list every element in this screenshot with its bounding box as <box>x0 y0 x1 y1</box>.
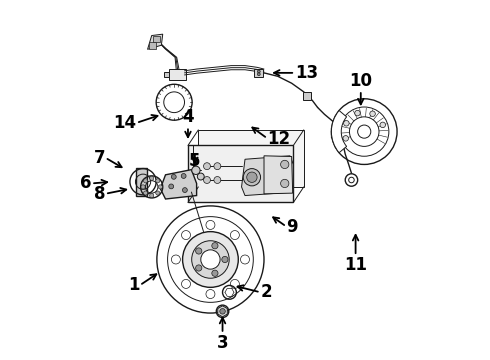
Text: 9: 9 <box>287 218 298 236</box>
Circle shape <box>247 172 257 183</box>
Polygon shape <box>153 36 160 42</box>
Circle shape <box>141 185 145 189</box>
Circle shape <box>169 184 173 189</box>
Polygon shape <box>218 306 227 317</box>
Circle shape <box>343 121 349 126</box>
Polygon shape <box>136 168 147 195</box>
Text: 3: 3 <box>217 334 228 352</box>
Circle shape <box>203 163 210 170</box>
Circle shape <box>257 70 260 73</box>
Circle shape <box>156 179 160 183</box>
Text: 8: 8 <box>94 185 105 203</box>
Text: 4: 4 <box>182 108 194 126</box>
Polygon shape <box>303 92 311 100</box>
Circle shape <box>212 243 218 249</box>
Circle shape <box>181 174 186 179</box>
Text: 1: 1 <box>128 276 140 294</box>
Polygon shape <box>198 130 304 187</box>
Circle shape <box>197 173 204 180</box>
Polygon shape <box>165 72 169 77</box>
Circle shape <box>156 191 160 195</box>
Circle shape <box>201 250 220 269</box>
Circle shape <box>172 174 176 179</box>
Text: 13: 13 <box>295 64 318 82</box>
Text: 6: 6 <box>80 175 91 193</box>
Polygon shape <box>147 34 163 49</box>
Circle shape <box>144 191 147 195</box>
Circle shape <box>222 256 228 262</box>
Circle shape <box>149 176 154 180</box>
Text: 7: 7 <box>94 149 105 167</box>
Polygon shape <box>264 156 293 194</box>
Polygon shape <box>331 131 338 139</box>
Circle shape <box>192 166 200 175</box>
Circle shape <box>183 231 238 287</box>
Text: 5: 5 <box>189 152 200 170</box>
Text: 12: 12 <box>268 130 291 148</box>
Text: 14: 14 <box>113 114 136 132</box>
Polygon shape <box>169 69 186 80</box>
Polygon shape <box>254 69 263 77</box>
Text: 11: 11 <box>344 256 367 274</box>
Circle shape <box>144 179 147 183</box>
Wedge shape <box>331 111 346 153</box>
Circle shape <box>196 265 202 271</box>
Circle shape <box>281 160 289 168</box>
Circle shape <box>220 309 225 314</box>
Circle shape <box>380 122 386 128</box>
Circle shape <box>355 111 360 116</box>
Circle shape <box>203 176 210 184</box>
Polygon shape <box>160 170 196 199</box>
Circle shape <box>281 179 289 188</box>
Circle shape <box>158 185 162 189</box>
Circle shape <box>192 241 229 278</box>
Circle shape <box>149 193 154 198</box>
Text: 2: 2 <box>261 283 272 301</box>
Circle shape <box>243 168 261 186</box>
Polygon shape <box>149 42 156 49</box>
Circle shape <box>343 136 348 141</box>
Polygon shape <box>188 145 294 202</box>
Polygon shape <box>242 156 294 195</box>
Text: 10: 10 <box>349 72 372 90</box>
Circle shape <box>214 176 221 184</box>
Circle shape <box>370 111 375 117</box>
Circle shape <box>212 270 218 276</box>
Circle shape <box>196 248 202 254</box>
Circle shape <box>257 73 260 76</box>
Circle shape <box>214 163 221 170</box>
Circle shape <box>182 188 187 193</box>
